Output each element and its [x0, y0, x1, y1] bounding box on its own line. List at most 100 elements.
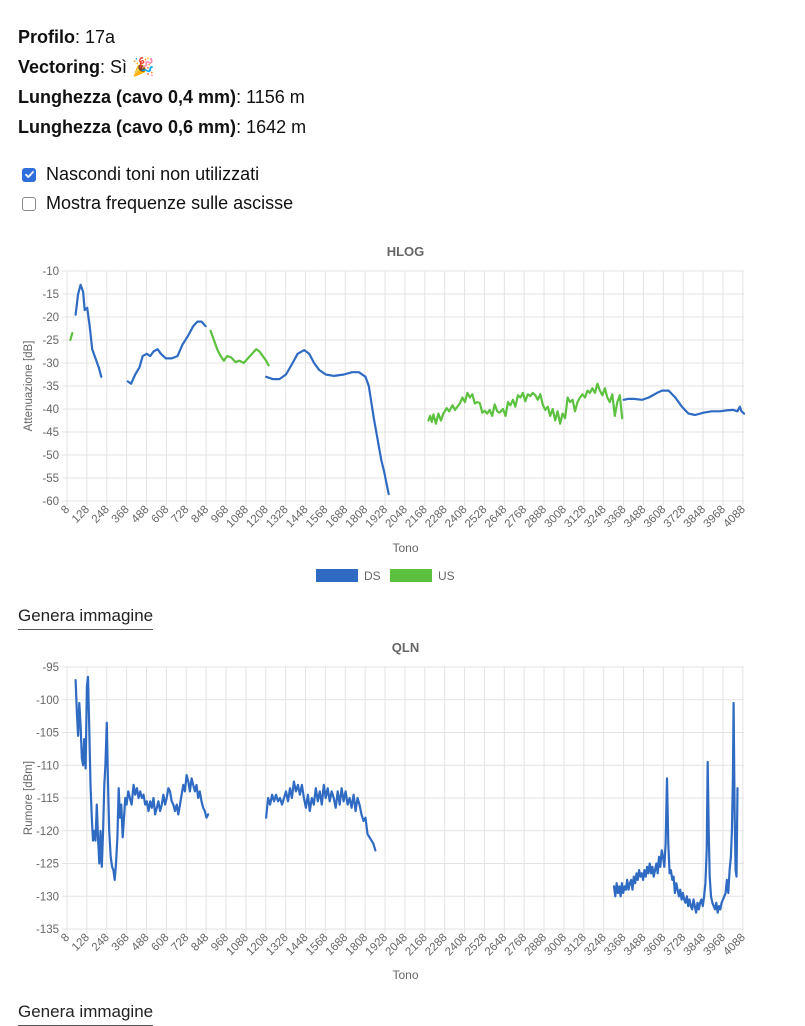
- chart-options: Nascondi toni non utilizzati Mostra freq…: [22, 160, 293, 218]
- hlog-ytick-label: -25: [42, 335, 59, 347]
- hlog-legend-swatch-us: [390, 569, 432, 582]
- hlog-yaxis-label: Attenuazione [dB]: [23, 341, 35, 432]
- hlog-ytick-label: -50: [42, 450, 59, 462]
- hlog-ds-line: [74, 283, 103, 378]
- qln-xtick-label: 368: [110, 932, 132, 954]
- hlog-xtick-label: 2768: [503, 504, 530, 531]
- qln-xtick-label: 3728: [662, 932, 689, 959]
- qln-xtick-label: 2408: [443, 932, 470, 959]
- hlog-title: HLOG: [387, 244, 425, 259]
- qln-xtick-label: 2528: [463, 932, 490, 959]
- hlog-legend-label-us: US: [438, 569, 455, 583]
- hlog-ytick-label: -40: [42, 404, 59, 416]
- length-06-value: 1642 m: [246, 117, 307, 137]
- qln-ytick-label: -95: [42, 662, 59, 674]
- hlog-ytick-label: -30: [42, 358, 59, 370]
- hlog-xtick-label: 2648: [483, 504, 510, 531]
- qln-xtick-label: 8: [59, 932, 72, 945]
- hlog-chart: HLOG-10-15-20-25-30-35-40-45-50-55-60812…: [23, 244, 748, 583]
- generate-image-button-2[interactable]: Genera immagine: [18, 1002, 154, 1026]
- hlog-xtick-label: 8: [59, 504, 72, 517]
- qln-xtick-label: 2768: [503, 932, 530, 959]
- hlog-ytick-label: -20: [42, 312, 59, 324]
- qln-xtick-label: 248: [90, 932, 112, 954]
- qln-title: QLN: [392, 640, 419, 655]
- qln-xtick-label: 1928: [364, 932, 391, 959]
- profilo-value: 17a: [85, 27, 116, 47]
- profilo-label: Profilo: [18, 27, 75, 47]
- hlog-us-line: [69, 332, 74, 342]
- hlog-xtick-label: 128: [70, 504, 92, 526]
- profilo-row: Profilo: 17a: [18, 27, 116, 47]
- hlog-xtick-label: 3968: [702, 504, 729, 531]
- hlog-xtick-label: 2528: [463, 504, 490, 531]
- qln-xtick-label: 1448: [284, 932, 311, 959]
- qln-xtick-label: 488: [130, 932, 152, 954]
- hlog-xtick-label: 608: [149, 504, 171, 526]
- hlog-legend-swatch-ds: [316, 569, 358, 582]
- hlog-xtick-label: 3008: [542, 504, 569, 531]
- hlog-xtick-label: 1688: [324, 504, 351, 531]
- hlog-xtick-label: 3368: [602, 504, 629, 531]
- qln-xtick-label: 3368: [602, 932, 629, 959]
- qln-ytick-label: -135: [36, 924, 59, 936]
- hlog-xtick-label: 728: [169, 504, 191, 526]
- qln-yaxis-label: Rumore [dBm]: [23, 761, 35, 835]
- qln-xtick-label: 1568: [304, 932, 331, 959]
- hlog-xtick-label: 248: [90, 504, 112, 526]
- qln-ytick-label: -120: [36, 826, 59, 838]
- hlog-xtick-label: 3608: [642, 504, 669, 531]
- qln-xtick-label: 1088: [224, 932, 251, 959]
- show-freq-option[interactable]: Mostra frequenze sulle ascisse: [22, 189, 293, 218]
- hlog-xtick-label: 1928: [364, 504, 391, 531]
- vectoring-row: Vectoring: Sì 🎉: [18, 57, 155, 77]
- hlog-ytick-label: -10: [42, 266, 59, 278]
- length-04-value: 1156 m: [246, 87, 305, 107]
- qln-ytick-label: -110: [37, 760, 59, 772]
- qln-xtick-label: 3248: [582, 932, 609, 959]
- hlog-ytick-label: -35: [42, 381, 59, 393]
- qln-xtick-label: 2648: [483, 932, 510, 959]
- hlog-xtick-label: 1328: [264, 504, 291, 531]
- hlog-series-us: [69, 329, 624, 425]
- generate-image-button-1[interactable]: Genera immagine: [18, 606, 154, 630]
- hide-unused-label: Nascondi toni non utilizzati: [46, 164, 260, 184]
- hlog-xtick-label: 3488: [622, 504, 649, 531]
- vectoring-value: Sì 🎉: [110, 57, 155, 77]
- qln-ds-line: [612, 701, 739, 914]
- qln-ytick-label: -100: [36, 695, 59, 707]
- hlog-us-line: [427, 382, 624, 425]
- hlog-ytick-label: -45: [42, 427, 59, 439]
- qln-ds-line: [74, 675, 210, 881]
- qln-xtick-label: 1328: [264, 932, 291, 959]
- show-freq-checkbox[interactable]: [22, 196, 36, 211]
- qln-ytick-label: -125: [36, 859, 59, 871]
- checkmark-icon: [24, 171, 34, 178]
- hide-unused-checkbox[interactable]: [22, 167, 36, 182]
- qln-xtick-label: 3608: [642, 932, 669, 959]
- hlog-xtick-label: 2048: [383, 504, 410, 531]
- qln-xtick-label: 2048: [383, 932, 410, 959]
- hlog-xtick-label: 1208: [244, 504, 271, 531]
- qln-xtick-label: 728: [169, 932, 191, 954]
- hlog-xtick-label: 2888: [523, 504, 550, 531]
- line-info: Profilo: 17a Vectoring: Sì 🎉 Lunghezza (…: [18, 22, 306, 142]
- qln-xtick-label: 1208: [244, 932, 271, 959]
- qln-xtick-label: 2888: [523, 932, 550, 959]
- length-04-label: Lunghezza (cavo 0,4 mm): [18, 87, 237, 107]
- hide-unused-option[interactable]: Nascondi toni non utilizzati: [22, 160, 293, 189]
- hlog-xtick-label: 1808: [344, 504, 371, 531]
- hlog-xtick-label: 1088: [224, 504, 251, 531]
- qln-chart: QLN-95-100-105-110-115-120-125-130-13581…: [23, 640, 748, 982]
- qln-ds-line: [265, 780, 377, 852]
- qln-xtick-label: 3488: [622, 932, 649, 959]
- qln-ytick-label: -115: [37, 793, 59, 805]
- hlog-us-line: [209, 329, 270, 367]
- qln-xtick-label: 1688: [324, 932, 351, 959]
- hlog-xtick-label: 3248: [582, 504, 609, 531]
- qln-xtick-label: 3848: [682, 932, 709, 959]
- qln-xtick-label: 3008: [542, 932, 569, 959]
- hlog-ds-line: [126, 320, 207, 385]
- hlog-ytick-label: -60: [42, 496, 59, 508]
- qln-xtick-label: 608: [149, 932, 171, 954]
